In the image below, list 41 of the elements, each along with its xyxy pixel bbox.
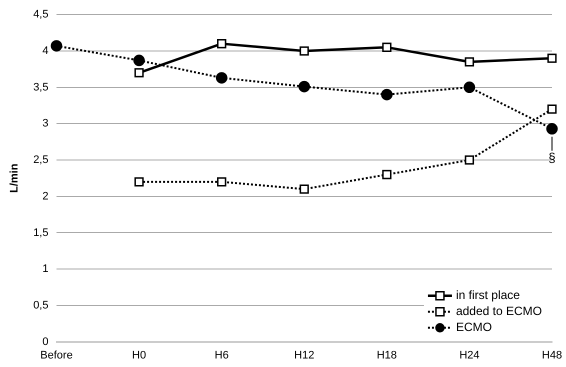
point [547, 104, 557, 114]
point [134, 68, 144, 78]
legend-label: ECMO [456, 320, 492, 334]
point [216, 72, 228, 84]
point [382, 170, 392, 180]
legend-label: in first place [456, 288, 520, 302]
annotation: § [548, 150, 556, 165]
point [464, 57, 474, 66]
x-tick-label: H24 [459, 349, 480, 362]
x-tick-label: H6 [214, 349, 229, 362]
point [464, 82, 476, 94]
point [381, 88, 393, 100]
y-tick-label: 2 [42, 190, 48, 202]
point [217, 177, 226, 186]
y-tick-label: 0,5 [33, 299, 48, 312]
point [546, 123, 558, 135]
x-tick-label: H18 [376, 349, 397, 362]
y-tick-label: 1 [42, 263, 48, 276]
y-tick-label: 1,5 [33, 226, 48, 239]
point [134, 177, 144, 186]
x-tick-label: H0 [132, 349, 146, 362]
point [300, 184, 309, 194]
x-tick-label: H12 [294, 349, 314, 362]
y-axis-title: L/min [8, 163, 21, 193]
point [217, 39, 226, 48]
legend-label: added to ECMO [456, 304, 542, 318]
point [300, 46, 309, 56]
point [382, 42, 392, 52]
point [464, 155, 474, 165]
point [133, 54, 145, 66]
y-tick-label: 4 [42, 44, 48, 57]
y-tick-label: 3 [42, 118, 48, 130]
point [298, 80, 310, 92]
y-tick-label: 3,5 [33, 81, 48, 94]
point [50, 40, 62, 52]
x-tick-label: H48 [542, 349, 562, 362]
x-tick-label: Before [40, 349, 73, 362]
y-tick-label: 4,5 [33, 8, 48, 21]
y-tick-label: 2,5 [33, 154, 48, 166]
y-tick-label: 0 [42, 336, 48, 348]
point [547, 54, 557, 63]
